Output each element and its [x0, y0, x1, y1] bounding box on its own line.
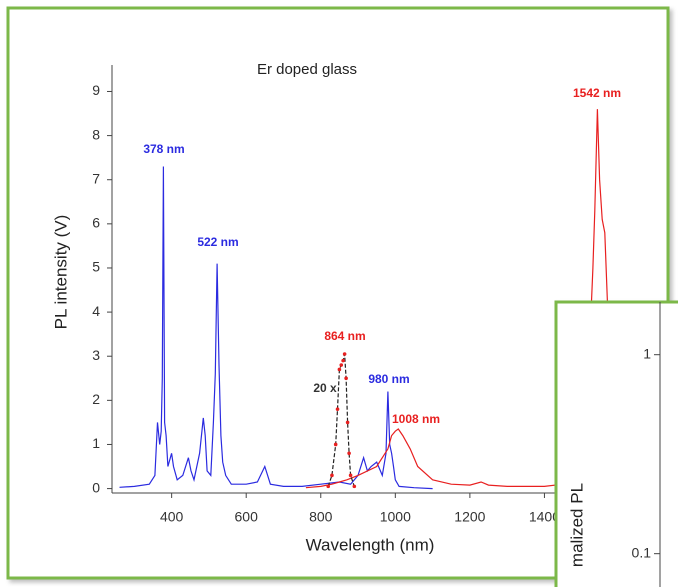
y-tick-label: 5 — [92, 259, 100, 275]
data-marker — [342, 352, 347, 356]
y-tick-label: 0 — [92, 479, 100, 495]
annotation: 20 x — [313, 381, 337, 395]
annotation: 378 nm — [143, 142, 184, 156]
y-axis-title: malized PL — [567, 483, 586, 567]
x-tick-label: 600 — [235, 509, 259, 525]
y-axis-title: PL intensity (V) — [51, 215, 70, 330]
y-tick-label: 2 — [92, 391, 100, 407]
y-tick-label: 1 — [643, 345, 651, 361]
data-marker — [344, 376, 348, 381]
y-tick-label: 9 — [92, 82, 100, 98]
data-marker — [352, 484, 357, 489]
inset-chart: 1 0.1 malized PL — [567, 302, 661, 587]
annotation: 1542 nm — [573, 86, 621, 100]
data-marker — [347, 451, 351, 456]
data-marker — [339, 363, 344, 367]
data-marker — [326, 484, 331, 489]
inset-panel — [554, 300, 678, 587]
x-tick-label: 800 — [309, 509, 333, 525]
data-marker — [348, 473, 353, 478]
annotation: 1008 nm — [392, 412, 440, 426]
y-tick-label: 3 — [92, 347, 100, 363]
y-tick-label: 0.1 — [632, 544, 652, 560]
x-tick-label: 1000 — [380, 509, 411, 525]
data-marker — [345, 420, 350, 425]
data-marker — [341, 358, 345, 363]
x-axis-title: Wavelength (nm) — [306, 535, 435, 554]
y-tick-label: 4 — [92, 303, 100, 319]
annotation: 864 nm — [324, 329, 365, 343]
x-tick-label: 400 — [160, 509, 184, 525]
annotation: 980 nm — [368, 372, 409, 386]
y-tick-label: 6 — [92, 215, 100, 231]
data-marker — [330, 473, 334, 478]
y-tick-label: 7 — [92, 170, 100, 186]
x-tick-label: 1200 — [454, 509, 485, 525]
annotation: 522 nm — [197, 235, 238, 249]
y-tick-label: 1 — [92, 435, 100, 451]
spectrum-line — [119, 166, 433, 490]
y-tick-label: 8 — [92, 126, 100, 142]
data-marker — [337, 367, 342, 372]
x-tick-label: 1400 — [529, 509, 560, 525]
chart-title: Er doped glass — [257, 61, 357, 78]
spectrum-line — [305, 109, 616, 489]
data-marker — [333, 442, 338, 447]
data-marker — [335, 407, 340, 411]
